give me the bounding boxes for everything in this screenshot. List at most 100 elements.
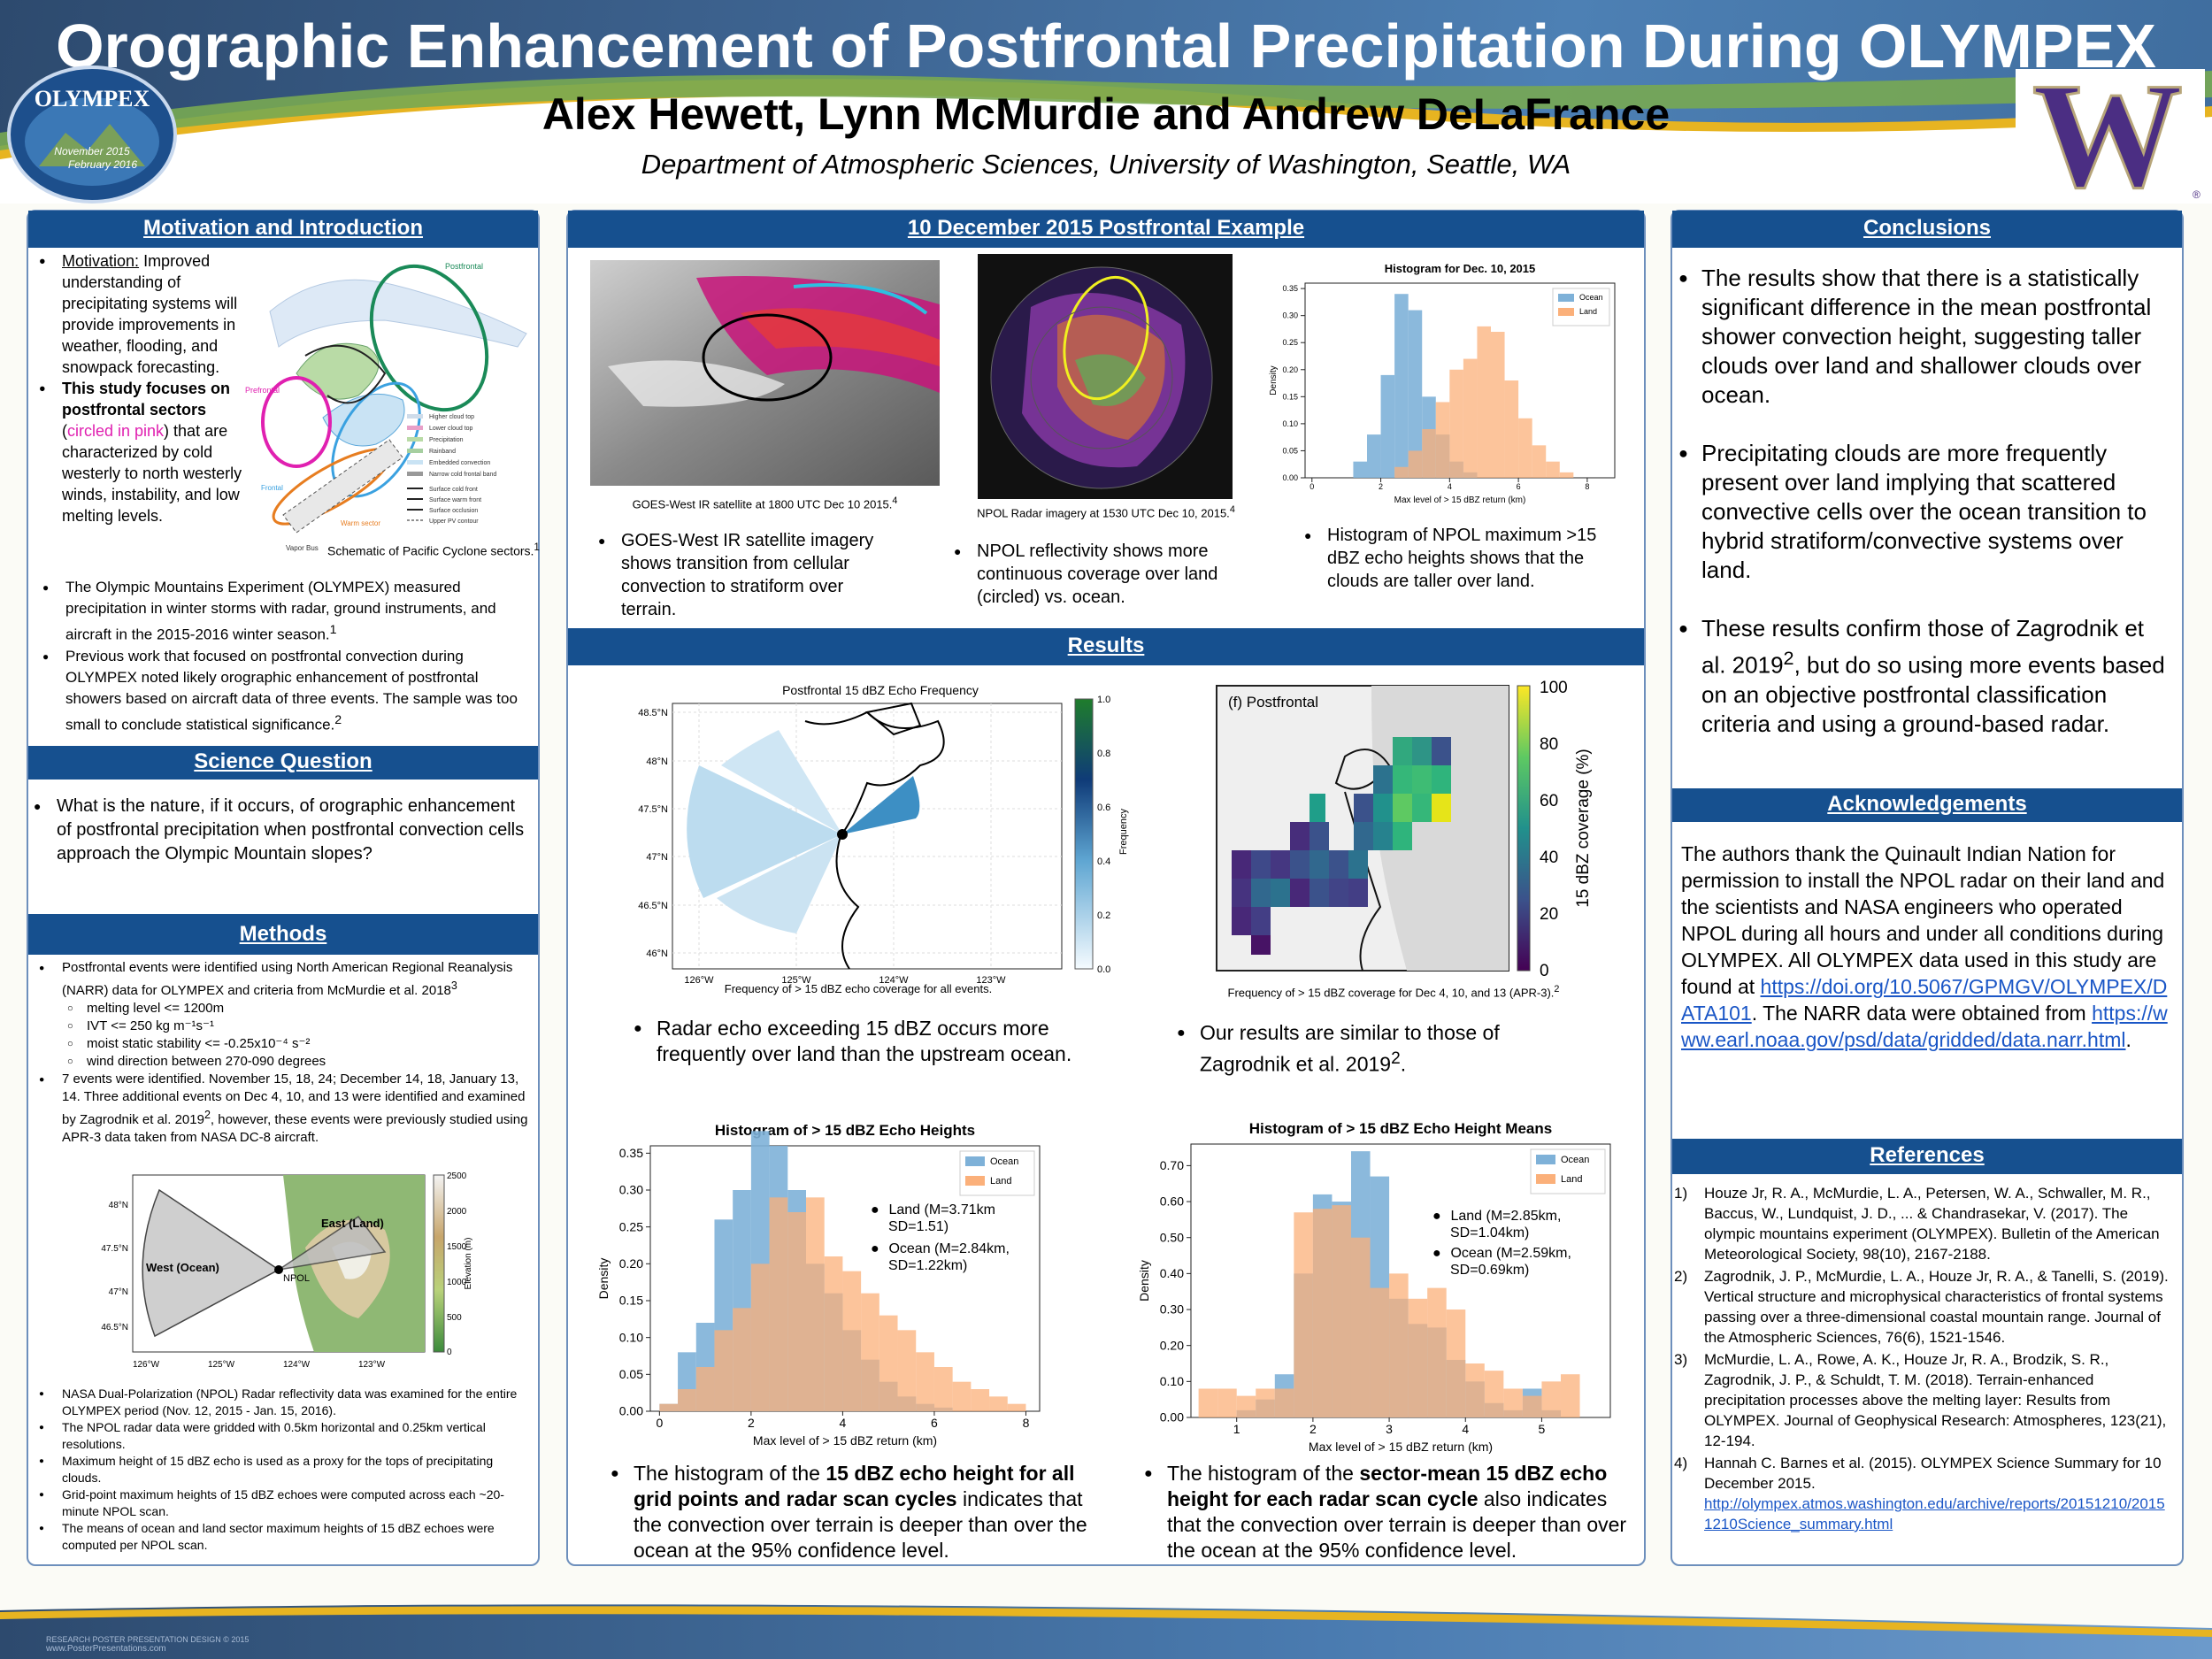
svg-text:Elevation (m): Elevation (m) [464, 1238, 473, 1290]
svg-text:46.5°N: 46.5°N [101, 1323, 128, 1333]
echo-heights-histogram: Histogram of > 15 dBZ Echo Heights 0 2 4 6 8 0… [584, 1106, 1057, 1455]
poster-affiliation: Department of Atmospheric Sciences, Univ… [641, 149, 1571, 180]
legend-label: Ocean [1561, 1155, 1589, 1165]
x-tick-label: 5 [1539, 1422, 1546, 1436]
svg-text:November 2015: November 2015 [54, 145, 130, 157]
svg-text:46°N: 46°N [646, 949, 668, 959]
bar-land [1491, 332, 1505, 478]
uw-logo: W ® [2016, 51, 2205, 204]
reference-3: 3) McMurdie, L. A., Rowe, A. K., Houze Jr… [1674, 1351, 2167, 1449]
svg-text:123°W: 123°W [358, 1360, 386, 1370]
uw-logo-letter: W [2032, 69, 2183, 202]
bar-land [1408, 450, 1423, 478]
footer-credit: RESEARCH POSTER PRESENTATION DESIGN © 20… [46, 1635, 250, 1654]
svg-text:Surface cold front: Surface cold front [429, 487, 478, 493]
svg-text:Warm sector: Warm sector [341, 519, 380, 527]
bar-land [1465, 1363, 1485, 1417]
bar-ocean [1367, 434, 1381, 478]
narr-link[interactable]: https://www.earl.noaa.gov/psd/data/gridd… [1681, 1002, 2168, 1051]
x-tick-label: 4 [840, 1416, 847, 1430]
poster-authors: Alex Hewett, Lynn McMurdie and Andrew De… [541, 89, 1671, 139]
bar-land [1422, 429, 1436, 478]
results-bullet-1: Radar echo exceeding 15 dBZ occurs more … [630, 1016, 1090, 1067]
bar-land [1446, 1310, 1466, 1417]
radar-caption: NPOL Radar imagery at 1530 UTC Dec 10, 2… [977, 504, 1235, 520]
legend-swatch [1558, 294, 1574, 302]
conclusion-3: These results confirm those of Zagrodnik… [1675, 614, 2170, 739]
echo-height-means-histogram: Histogram of > 15 dBZ Echo Height Means 1… [1133, 1112, 1628, 1457]
conclusions-bullets: The results show that there is a statist… [1675, 264, 2170, 739]
bar-land [1504, 380, 1519, 478]
svg-text:Frequency: Frequency [1118, 809, 1129, 855]
legend-label: Land [990, 1176, 1011, 1187]
y-tick-label: 0.05 [1282, 446, 1298, 455]
bar-land [1522, 1395, 1542, 1417]
svg-text:60: 60 [1540, 792, 1558, 810]
motivation-bullet-2: This study focuses on postfrontal sector… [35, 378, 248, 526]
example-bullet-2: NPOL reflectivity shows more continuous … [950, 540, 1242, 609]
poster-title: Orographic Enhancement of Postfrontal Pr… [56, 12, 2156, 81]
legend-swatch [1558, 308, 1574, 316]
svg-text:Surface warm front: Surface warm front [429, 497, 481, 503]
svg-text:126°W: 126°W [133, 1360, 160, 1370]
doi-link[interactable]: https://doi.org/10.5067/GPMGV/OLYMPEX/DA… [1681, 975, 2168, 1025]
bar-land [1274, 1388, 1294, 1417]
bar-land [1389, 1273, 1409, 1417]
svg-text:125°W: 125°W [208, 1360, 235, 1370]
svg-text:0.6: 0.6 [1097, 803, 1110, 813]
coverage-map: (f) Postfrontal 100 80 60 40 20 0 15 dBZ… [1212, 677, 1628, 978]
y-tick-label: 0.10 [619, 1330, 643, 1344]
y-tick-label: 0.30 [619, 1183, 643, 1197]
bar-land [1435, 402, 1450, 478]
science-summary-link[interactable]: http://olympex.atmos.washington.edu/arch… [1704, 1495, 2165, 1532]
poster-header: Orographic Enhancement of Postfrontal Pr… [0, 0, 2212, 204]
x-tick-label: 2 [1379, 482, 1383, 491]
svg-text:0: 0 [1540, 962, 1549, 978]
x-tick-label: 2 [748, 1416, 755, 1430]
bar-land [842, 1271, 862, 1411]
bar-land [1518, 418, 1532, 478]
methods-bullets: Postfrontal events were identified using… [35, 959, 535, 1147]
x-tick-label: 3 [1386, 1422, 1393, 1436]
svg-text:Embedded convection: Embedded convection [429, 460, 490, 466]
motivation-heading: Motivation and Introduction [28, 211, 538, 248]
x-axis-label: Max level of > 15 dBZ return (km) [1394, 495, 1526, 505]
methods-bullets-2: NASA Dual-Polarization (NPOL) Radar refl… [35, 1386, 535, 1554]
coverage-caption: Frequency of > 15 dBZ coverage for Dec 4… [1227, 984, 1560, 1000]
bar-land [1236, 1395, 1256, 1417]
bar-land [1532, 445, 1547, 478]
coverage-grid [1232, 737, 1451, 955]
y-tick-label: 0.40 [1160, 1266, 1184, 1280]
legend-label: Ocean [1579, 293, 1603, 302]
x-tick-label: 0 [1310, 482, 1314, 491]
frequency-caption: Frequency of > 15 dBZ echo coverage for … [724, 982, 993, 995]
svg-text:0.8: 0.8 [1097, 749, 1110, 759]
svg-text:47°N: 47°N [646, 852, 668, 863]
bar-ocean [1353, 461, 1367, 478]
map-west-label: West (Ocean) [146, 1261, 219, 1274]
svg-text:48°N: 48°N [646, 757, 668, 767]
svg-text:15 dBZ coverage (%): 15 dBZ coverage (%) [1574, 749, 1593, 908]
bar-land [806, 1197, 825, 1411]
methods-heading: Methods [28, 914, 538, 955]
bar-land [824, 1256, 843, 1411]
x-axis-label: Max level of > 15 dBZ return (km) [1309, 1440, 1493, 1454]
svg-text:1000: 1000 [447, 1278, 467, 1287]
legend-swatch [1536, 1174, 1555, 1184]
svg-text:2500: 2500 [447, 1171, 467, 1181]
svg-text:46.5°N: 46.5°N [638, 901, 668, 911]
methods-bullet-2: 7 events were identified. November 15, 1… [35, 1071, 535, 1147]
y-tick-label: 0.15 [619, 1294, 643, 1308]
y-tick-label: 0.60 [1160, 1194, 1184, 1209]
y-tick-label: 0.10 [1160, 1374, 1184, 1388]
bar-land [1408, 1298, 1428, 1417]
y-tick-label: 0.20 [619, 1256, 643, 1271]
y-tick-label: 0.30 [1282, 311, 1298, 320]
olympex-logo-title: OLYMPEX [35, 86, 150, 111]
svg-text:1.0: 1.0 [1097, 695, 1110, 705]
svg-text:Postfrontal 15 dBZ Echo Freque: Postfrontal 15 dBZ Echo Frequency [782, 683, 979, 697]
olympex-logo: OLYMPEX November 2015 February 2016 [7, 65, 177, 204]
poster-footer: RESEARCH POSTER PRESENTATION DESIGN © 20… [0, 1593, 2212, 1659]
bar-land [1541, 1381, 1561, 1417]
svg-text:48.5°N: 48.5°N [638, 708, 668, 718]
